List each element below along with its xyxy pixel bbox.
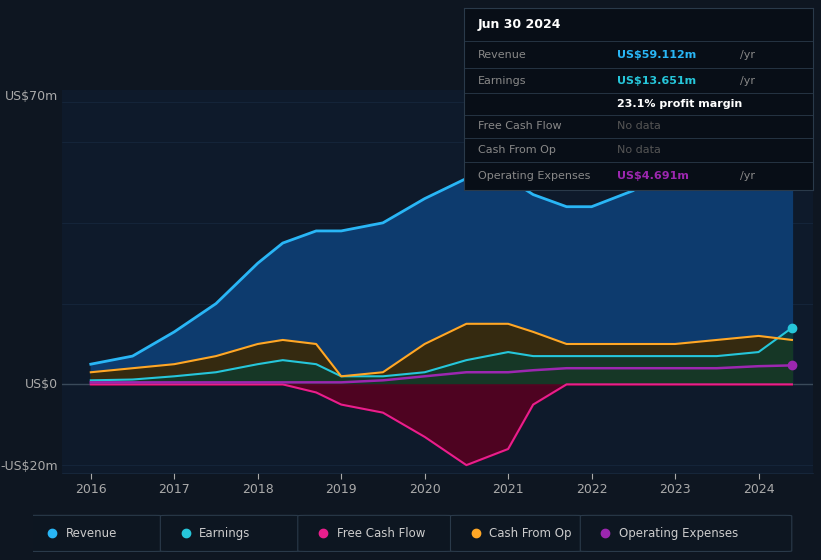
FancyBboxPatch shape (580, 515, 791, 552)
Text: Earnings: Earnings (200, 527, 250, 540)
Text: No data: No data (617, 145, 661, 155)
Text: /yr: /yr (740, 50, 754, 60)
Text: Operating Expenses: Operating Expenses (619, 527, 738, 540)
Text: US$4.691m: US$4.691m (617, 171, 690, 181)
Text: Cash From Op: Cash From Op (489, 527, 572, 540)
Text: US$0: US$0 (25, 378, 57, 391)
Text: US$70m: US$70m (5, 90, 57, 102)
Text: US$59.112m: US$59.112m (617, 50, 697, 60)
Text: Earnings: Earnings (478, 76, 526, 86)
FancyBboxPatch shape (451, 515, 582, 552)
Text: No data: No data (617, 122, 661, 131)
FancyBboxPatch shape (27, 515, 162, 552)
Text: Jun 30 2024: Jun 30 2024 (478, 18, 562, 31)
Text: Cash From Op: Cash From Op (478, 145, 556, 155)
FancyBboxPatch shape (298, 515, 452, 552)
Text: Free Cash Flow: Free Cash Flow (337, 527, 425, 540)
Text: /yr: /yr (740, 76, 754, 86)
Text: Revenue: Revenue (66, 527, 117, 540)
Text: Operating Expenses: Operating Expenses (478, 171, 590, 181)
Text: /yr: /yr (740, 171, 754, 181)
Text: 23.1% profit margin: 23.1% profit margin (617, 99, 743, 109)
Text: Free Cash Flow: Free Cash Flow (478, 122, 562, 131)
Text: -US$20m: -US$20m (0, 460, 57, 473)
Text: US$13.651m: US$13.651m (617, 76, 696, 86)
FancyBboxPatch shape (160, 515, 300, 552)
Text: Revenue: Revenue (478, 50, 526, 60)
